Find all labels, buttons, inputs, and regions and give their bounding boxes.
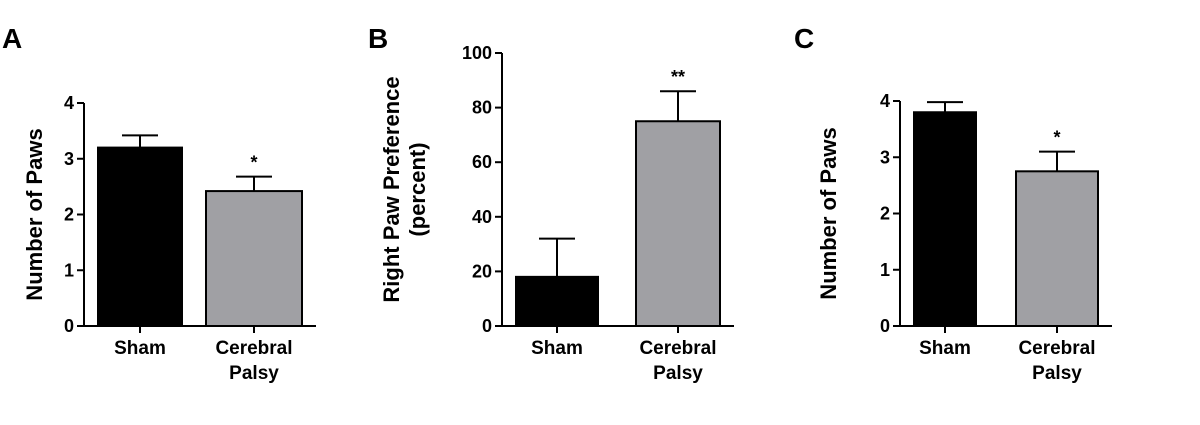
x-tick-label: Cerebral Palsy bbox=[215, 338, 292, 384]
panel-A: A Number of Paws 0 1 2 3 4 Sham * Cerebral Palsy bbox=[2, 23, 316, 384]
y-tick-label: 80 bbox=[472, 98, 492, 118]
significance-marker: * bbox=[250, 153, 257, 173]
y-tick-label: 3 bbox=[880, 147, 890, 167]
panel-label: C bbox=[794, 23, 814, 54]
y-tick-label: 2 bbox=[880, 204, 890, 224]
panel-label: A bbox=[2, 23, 22, 54]
panel-C: C Number of Paws 0 1 2 3 4 Sham * Cerebral Palsy bbox=[794, 23, 1112, 384]
bar-1 bbox=[1015, 170, 1099, 327]
y-tick-label: 40 bbox=[472, 207, 492, 227]
bar-0 bbox=[515, 275, 599, 327]
y-tick-label: 100 bbox=[462, 43, 492, 63]
bar-0 bbox=[913, 111, 977, 327]
y-axis-label: Number of Paws bbox=[816, 127, 841, 299]
x-tick-label: Sham bbox=[919, 338, 971, 359]
y-axis-label: Number of Paws bbox=[22, 128, 47, 300]
y-tick-label: 3 bbox=[64, 149, 74, 169]
y-tick-label: 0 bbox=[880, 316, 890, 336]
y-tick-label: 1 bbox=[64, 260, 74, 280]
bar-0 bbox=[97, 146, 183, 327]
y-tick-label: 1 bbox=[880, 260, 890, 280]
bar-1 bbox=[635, 120, 721, 327]
y-tick-label: 20 bbox=[472, 261, 492, 281]
bar-1 bbox=[205, 190, 303, 327]
y-tick-label: 60 bbox=[472, 152, 492, 172]
y-axis-label: Right Paw Preference(percent) bbox=[379, 76, 430, 302]
x-tick-label: Cerebral Palsy bbox=[639, 338, 716, 384]
y-tick-label: 0 bbox=[64, 316, 74, 336]
y-tick-label: 2 bbox=[64, 205, 74, 225]
x-tick-label: Sham bbox=[531, 338, 583, 359]
x-tick-label: Sham bbox=[114, 338, 166, 359]
y-tick-label: 0 bbox=[482, 316, 492, 336]
panel-B: B Right Paw Preference(percent) 0 20 40 60 80 1… bbox=[368, 23, 734, 384]
x-tick-label: Cerebral Palsy bbox=[1018, 338, 1095, 384]
y-tick-label: 4 bbox=[880, 91, 890, 111]
significance-marker: * bbox=[1053, 128, 1060, 148]
panel-label: B bbox=[368, 23, 388, 54]
significance-marker: ** bbox=[671, 67, 685, 87]
y-tick-label: 4 bbox=[64, 93, 74, 113]
